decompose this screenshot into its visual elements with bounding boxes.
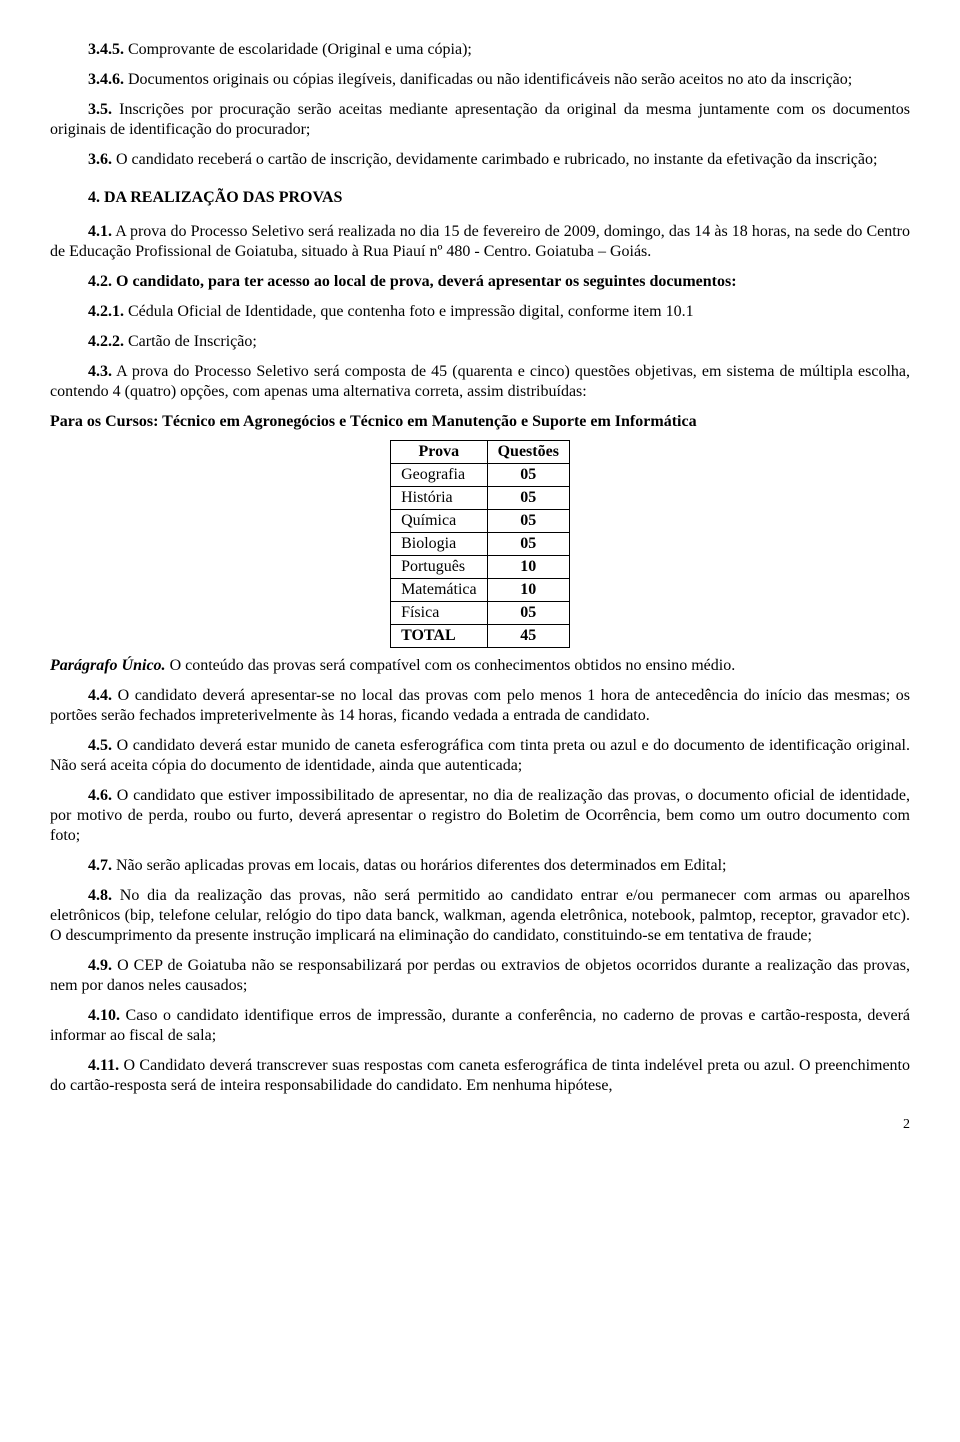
cell-total-label: TOTAL [391, 625, 488, 648]
item-3-4-6: 3.4.6. Documentos originais ou cópias il… [50, 70, 910, 90]
text-4-10: Caso o candidato identifique erros de im… [50, 1007, 910, 1044]
text-3-4-5: Comprovante de escolaridade (Original e … [124, 41, 472, 58]
text-4-6: O candidato que estiver impossibilitado … [50, 787, 910, 844]
table-row: Física05 [391, 602, 570, 625]
item-4-10: 4.10. Caso o candidato identifique erros… [50, 1006, 910, 1046]
num-4-11: 4.11. [88, 1057, 119, 1074]
text-4-2-2: Cartão de Inscrição; [124, 333, 257, 350]
table-row: Português10 [391, 556, 570, 579]
th-prova: Prova [391, 441, 488, 464]
item-4-5: 4.5. O candidato deverá estar munido de … [50, 736, 910, 776]
text-4-8: No dia da realização das provas, não ser… [50, 887, 910, 944]
num-4-5: 4.5. [88, 737, 112, 754]
table-row: Geografia05 [391, 464, 570, 487]
num-4-6: 4.6. [88, 787, 112, 804]
text-4-2-1: Cédula Oficial de Identidade, que conten… [124, 303, 694, 320]
num-4-4: 4.4. [88, 687, 112, 704]
item-4-6: 4.6. O candidato que estiver impossibili… [50, 786, 910, 846]
num-4-2-2: 4.2.2. [88, 333, 124, 350]
item-3-4-5: 3.4.5. Comprovante de escolaridade (Orig… [50, 40, 910, 60]
cell-subj: Matemática [391, 579, 488, 602]
item-4-2: 4.2. O candidato, para ter acesso ao loc… [50, 272, 910, 292]
text-3-4-6: Documentos originais ou cópias ilegíveis… [124, 71, 852, 88]
item-4-2-2: 4.2.2. Cartão de Inscrição; [50, 332, 910, 352]
text-3-5: Inscrições por procuração serão aceitas … [50, 101, 910, 138]
cursos-heading: Para os Cursos: Técnico em Agronegócios … [50, 412, 910, 432]
cell-total-q: 45 [487, 625, 569, 648]
table-row: Biologia05 [391, 533, 570, 556]
text-4-2: O candidato, para ter acesso ao local de… [112, 273, 737, 290]
table-header-row: Prova Questões [391, 441, 570, 464]
cell-subj: Física [391, 602, 488, 625]
table-row-total: TOTAL45 [391, 625, 570, 648]
section-4-title: 4. DA REALIZAÇÃO DAS PROVAS [50, 188, 910, 208]
item-3-6: 3.6. O candidato receberá o cartão de in… [50, 150, 910, 170]
table-row: Química05 [391, 510, 570, 533]
table-row: História05 [391, 487, 570, 510]
table-row: Matemática10 [391, 579, 570, 602]
text-4-3: A prova do Processo Seletivo será compos… [50, 363, 910, 400]
num-4-9: 4.9. [88, 957, 112, 974]
cell-subj: História [391, 487, 488, 510]
num-4-2: 4.2. [88, 273, 112, 290]
item-4-9: 4.9. O CEP de Goiatuba não se responsabi… [50, 956, 910, 996]
item-4-11: 4.11. O Candidato deverá transcrever sua… [50, 1056, 910, 1096]
num-4-1: 4.1. [88, 223, 112, 240]
th-questoes: Questões [487, 441, 569, 464]
page-number: 2 [50, 1116, 910, 1134]
text-4-7: Não serão aplicadas provas em locais, da… [112, 857, 726, 874]
num-4-3: 4.3. [88, 363, 112, 380]
cell-subj: Química [391, 510, 488, 533]
cell-subj: Biologia [391, 533, 488, 556]
cell-subj: Geografia [391, 464, 488, 487]
cell-q: 05 [487, 533, 569, 556]
cell-q: 10 [487, 579, 569, 602]
item-4-1: 4.1. A prova do Processo Seletivo será r… [50, 222, 910, 262]
num-4-7: 4.7. [88, 857, 112, 874]
cell-q: 05 [487, 602, 569, 625]
text-3-6: O candidato receberá o cartão de inscriç… [112, 151, 877, 168]
item-4-3: 4.3. A prova do Processo Seletivo será c… [50, 362, 910, 402]
item-4-2-1: 4.2.1. Cédula Oficial de Identidade, que… [50, 302, 910, 322]
text-4-11: O Candidato deverá transcrever suas resp… [50, 1057, 910, 1094]
cell-subj: Português [391, 556, 488, 579]
text-4-9: O CEP de Goiatuba não se responsabilizar… [50, 957, 910, 994]
num-3-4-6: 3.4.6. [88, 71, 124, 88]
prova-table: Prova Questões Geografia05 História05 Qu… [390, 440, 570, 648]
item-4-7: 4.7. Não serão aplicadas provas em locai… [50, 856, 910, 876]
paragrafo-unico: Parágrafo Único. O conteúdo das provas s… [50, 656, 910, 676]
text-4-4: O candidato deverá apresentar-se no loca… [50, 687, 910, 724]
num-3-4-5: 3.4.5. [88, 41, 124, 58]
item-3-5: 3.5. Inscrições por procuração serão ace… [50, 100, 910, 140]
cell-q: 05 [487, 464, 569, 487]
num-4-2-1: 4.2.1. [88, 303, 124, 320]
pu-label: Parágrafo Único. [50, 657, 166, 674]
cell-q: 05 [487, 487, 569, 510]
cell-q: 05 [487, 510, 569, 533]
num-3-5: 3.5. [88, 101, 112, 118]
item-4-8: 4.8. No dia da realização das provas, nã… [50, 886, 910, 946]
text-4-1: A prova do Processo Seletivo será realiz… [50, 223, 910, 260]
num-4-10: 4.10. [88, 1007, 120, 1024]
num-3-6: 3.6. [88, 151, 112, 168]
text-4-5: O candidato deverá estar munido de canet… [50, 737, 910, 774]
num-4-8: 4.8. [88, 887, 112, 904]
cell-q: 10 [487, 556, 569, 579]
item-4-4: 4.4. O candidato deverá apresentar-se no… [50, 686, 910, 726]
pu-text: O conteúdo das provas será compatível co… [166, 657, 736, 674]
